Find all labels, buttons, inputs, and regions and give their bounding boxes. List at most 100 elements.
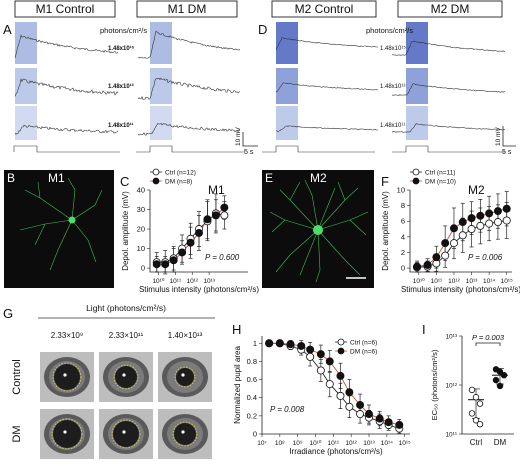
chartF-ytick-label: 10 — [397, 186, 405, 195]
pupil-highlight — [181, 373, 185, 377]
panel-letter-b: B — [7, 171, 15, 185]
trace-a-ctrl-2 — [14, 78, 119, 97]
stim-step-d-ctrl — [262, 145, 375, 153]
chartH-ylabel: Normalized pupil area — [233, 346, 242, 424]
pupil-col-3: 1.40×10¹³ — [168, 331, 203, 340]
pupil-images — [40, 352, 212, 459]
chartC-point-0 — [220, 211, 229, 220]
header-m1-control: M1 Control — [36, 2, 95, 16]
chartC-ytick-label: 10 — [137, 244, 145, 253]
scalebar-a-y: 10 mV — [235, 127, 242, 146]
trace-a-ctrl-3 — [14, 124, 119, 135]
neuron-dendrites-m2 — [269, 179, 369, 283]
chartH-ytick-label: 0.8 — [247, 357, 257, 366]
pupil-row-dm: DM — [11, 425, 23, 442]
chartH-xtick-label: 10⁸ — [275, 440, 285, 447]
chart-i: I 10¹¹ 10¹² 10¹³ EC₅₀ (photons/cm²/s) Ctrl DM P… — [422, 322, 514, 447]
pupil-highlight — [122, 430, 126, 434]
chartF-ytick-label: 4 — [401, 232, 405, 241]
chartC-point-1 — [194, 228, 203, 237]
chartC-xlabel: Stimulus intensity (photons/cm²/s) — [139, 285, 259, 294]
chartF-point-1 — [413, 262, 422, 271]
chartF-point-0 — [458, 231, 467, 240]
chart-f-title: M2 — [468, 183, 485, 197]
chartH-point-1 — [316, 350, 325, 359]
chartH-point-1 — [356, 400, 365, 409]
neuron-label-m1: M1 — [48, 171, 65, 185]
chartH-point-1 — [275, 339, 284, 348]
trace-d-ctrl-2 — [275, 82, 379, 93]
chartH-point-1 — [364, 410, 373, 419]
chartC-legend-label: DM (n=8) — [165, 179, 192, 186]
pupil-outline — [111, 419, 141, 449]
chartF-ylabel: Depol. amplitude (mV) — [381, 191, 390, 271]
chartI-point-0 — [468, 410, 476, 417]
chartH-point-1 — [325, 357, 334, 366]
chartF-xtick-label: 10¹⁵ — [501, 278, 513, 285]
pupil-outline — [113, 364, 139, 390]
traces-figure: M1 Control M1 DM M2 Control M2 DM A D ph… — [3, 0, 516, 156]
chartI-category-label: DM — [494, 438, 507, 447]
chartF-point-1 — [449, 224, 458, 233]
neuron-soma-m2 — [313, 225, 323, 235]
chartF-xtick-label: 10¹⁴ — [483, 278, 495, 285]
chartC-point-1 — [186, 238, 195, 247]
chartC-point-1 — [220, 203, 229, 212]
pupil-col-2: 2.33×10¹¹ — [109, 331, 144, 340]
chartH-point-1 — [384, 418, 393, 427]
chart-c-title: M1 — [208, 183, 225, 197]
intensity-a-2: 1.48x10¹³ — [108, 83, 134, 90]
chartC-point-1 — [152, 260, 161, 269]
pupil-dark — [176, 368, 194, 386]
chartH-point-1 — [286, 340, 295, 349]
chartH-legend-label: DM (n=6) — [350, 349, 377, 356]
pupil-dark — [174, 423, 196, 445]
chartC-legend-marker — [152, 168, 160, 176]
panel-letter-e: E — [265, 171, 273, 185]
stim-step-a-ctrl — [13, 145, 120, 153]
scalebar-d-x: 5 s — [502, 149, 512, 156]
chartF-ytick-label: 8 — [401, 201, 405, 210]
chartC-ytick-label: 30 — [137, 205, 145, 214]
panel-letter-a: A — [3, 22, 12, 37]
chartF-ytick-label: 0 — [401, 264, 405, 273]
chartH-xtick-label: 10¹³ — [363, 440, 375, 447]
pupil-highlight — [122, 373, 126, 377]
chartI-point-1 — [492, 376, 500, 384]
chartI-point-1 — [500, 371, 508, 379]
header-box-d-left — [271, 0, 377, 18]
chartF-point-0 — [502, 216, 511, 225]
chartF-point-1 — [458, 218, 467, 227]
chartF-point-1 — [502, 204, 511, 213]
header-m2-control: M2 Control — [295, 2, 354, 16]
chartF-point-1 — [476, 211, 485, 220]
intensity-d-1: 1.48x10¹⁵ — [380, 45, 406, 52]
chartI-category-label: Ctrl — [470, 438, 483, 447]
chartH-point-1 — [375, 414, 384, 423]
chartH-point-1 — [306, 345, 315, 354]
chartI-ytick-label: 10¹¹ — [445, 432, 457, 439]
header-m2-dm: M2 DM — [431, 2, 470, 16]
neuron-soma-m1 — [68, 216, 76, 224]
panel-letter-g: G — [3, 306, 13, 321]
chartH-xtick-label: 10¹² — [345, 440, 357, 447]
chartI-axes — [461, 336, 514, 435]
chartH-xtick-label: 10¹⁰ — [309, 439, 321, 447]
chartI-point-0 — [472, 394, 480, 401]
chartF-ytick-label: 6 — [401, 217, 405, 226]
neuron-dendrites-m1 — [19, 177, 103, 271]
chartF-legend-marker — [412, 177, 420, 185]
panel-letter-h: H — [232, 322, 241, 337]
chart-h: 0 0.2 0.4 0.6 0.8 1 10⁷ 10⁸ 10⁹ 10¹⁰ 10¹¹ 10¹² 10¹³ 1… — [232, 322, 411, 456]
trace-a-dm-2 — [137, 77, 241, 100]
chartC-xtick-label: 10¹¹ — [170, 278, 182, 285]
trace-d-dm-2 — [391, 83, 505, 96]
intensity-d-2: 1.48x10¹³ — [380, 84, 405, 90]
stim-a-dm-2 — [150, 68, 172, 104]
chartH-point-0 — [325, 380, 334, 389]
chartH-ytick-label: 0.2 — [247, 411, 257, 420]
chartI-point-1 — [496, 382, 504, 390]
chartI-point-0 — [468, 386, 476, 394]
chartH-legend-marker — [337, 347, 345, 355]
chartF-ytick-label: 2 — [401, 248, 405, 257]
